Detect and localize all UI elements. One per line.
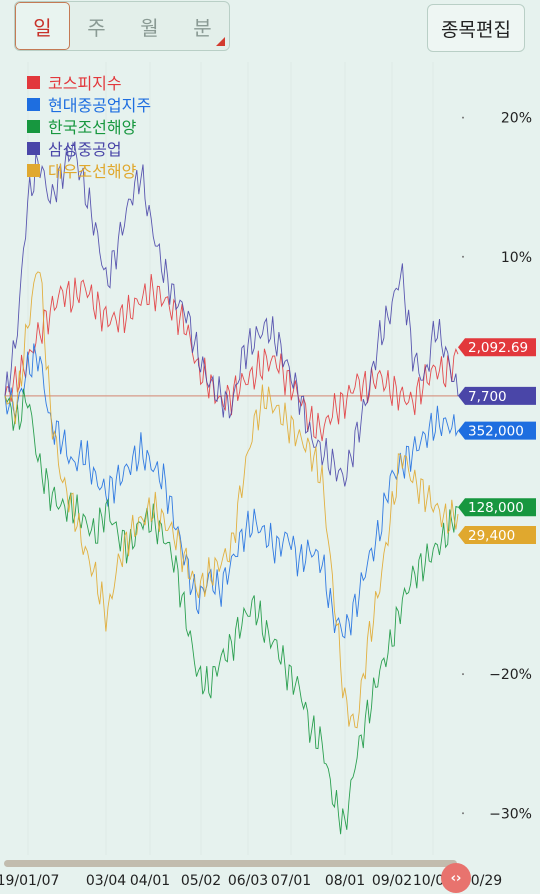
chart-scrollbar[interactable] [4,860,457,867]
legend-swatch [27,163,40,177]
x-tick-label: 07/01 [271,873,311,889]
series-value-label: 2,092.69 [468,340,528,356]
legend-label: 삼성중공업 [48,140,122,159]
y-tick-mark [462,673,464,676]
series-line [4,271,459,729]
legend-label: 한국조선해양 [48,118,137,137]
tab-week-label: 주 [87,15,106,40]
legend-swatch [27,119,40,133]
y-tick-mark [462,255,464,258]
tab-day-label: 일 [33,15,52,40]
y-tick-label: 10% [501,250,532,266]
edit-stocks-label: 종목편집 [441,18,511,41]
legend-label: 현대중공업지주 [48,96,152,115]
legend-swatch [27,75,40,89]
tab-month[interactable]: 월 [123,2,176,50]
series-line [4,141,459,487]
tab-minute-label: 분 [193,15,212,40]
tab-day[interactable]: 일 [15,2,70,50]
series-value-tag [458,338,536,357]
series-value-label: 29,400 [468,528,515,544]
scroll-handle[interactable]: ‹› [441,863,471,893]
y-tick-label: 20% [501,111,532,127]
legend-swatch [27,141,40,155]
legend-item: 대우조선해양 [27,159,151,181]
expand-arrows-icon: ‹› [450,870,462,886]
legend-label: 코스피지수 [48,74,122,93]
tab-minute[interactable]: 분 [176,2,229,50]
series-value-label: 7,700 [468,389,507,405]
x-tick-label: 19/01/07 [0,873,59,889]
series-value-label: 128,000 [468,500,524,516]
x-tick-label: 06/03 [228,873,268,889]
dropdown-triangle-icon [216,37,225,46]
legend-item: 코스피지수 [27,71,151,93]
series-line [4,273,459,442]
period-tabs: 일 주 월 분 [14,1,230,51]
tab-month-label: 월 [140,15,159,40]
x-tick-label: 10/29 [462,873,502,889]
y-tick-label: −20% [489,667,532,683]
x-tick-label: 09/02 [372,873,412,889]
x-tick-label: 05/02 [181,873,221,889]
series-line [4,388,459,835]
series-value-label: 352,000 [468,424,524,440]
legend-swatch [27,97,40,111]
legend-item: 현대중공업지주 [27,93,151,115]
series-value-tag [458,498,536,517]
x-tick-label: 03/04 [86,873,126,889]
y-tick-mark [462,116,464,119]
y-tick-label: −30% [489,806,532,822]
y-tick-mark [462,812,464,815]
legend-label: 대우조선해양 [48,162,137,181]
series-value-tag [458,386,536,405]
series-value-tag [458,421,536,440]
tab-week[interactable]: 주 [70,2,123,50]
edit-stocks-button[interactable]: 종목편집 [427,4,525,52]
legend-item: 삼성중공업 [27,137,151,159]
legend-item: 한국조선해양 [27,115,151,137]
x-tick-label: 08/01 [325,873,365,889]
series-value-tag [458,526,536,545]
series-line [4,343,459,639]
x-tick-label: 04/01 [130,873,170,889]
